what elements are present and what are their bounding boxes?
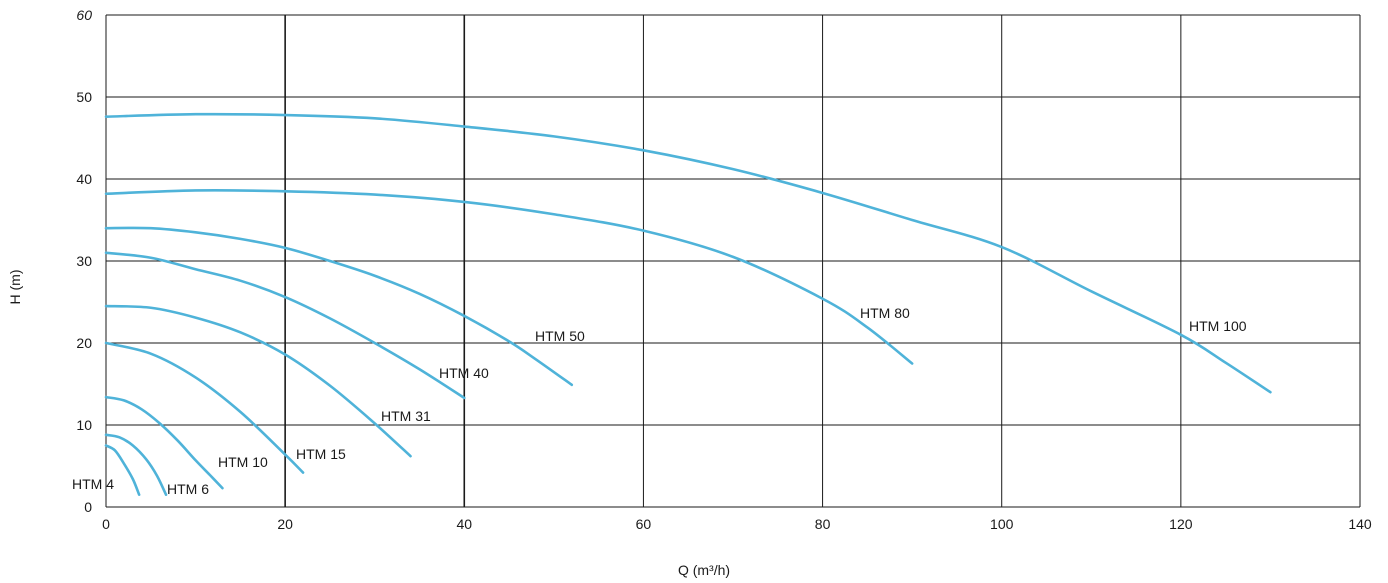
x-axis-ticks: 0 20 40 60 80 100 120 140 (102, 516, 1372, 532)
series-label-htm-31: HTM 31 (381, 408, 431, 424)
grid (105, 14, 1361, 508)
series-label-htm-80: HTM 80 (860, 305, 910, 321)
series-label-htm-6: HTM 6 (167, 481, 209, 497)
x-tick-label-80: 80 (815, 516, 831, 532)
x-tick-label-60: 60 (636, 516, 652, 532)
curve-htm-100 (104, 112, 1272, 394)
x-tick-label-100: 100 (990, 516, 1014, 532)
y-tick-label-40: 40 (76, 171, 92, 187)
series-label-htm-50: HTM 50 (535, 328, 585, 344)
series-labels: HTM 4 HTM 6 HTM 10 HTM 15 HTM 31 HTM 40 HTM 50… (72, 305, 1247, 497)
x-tick-label-0: 0 (102, 516, 110, 532)
curve-htm-50 (104, 226, 574, 387)
y-tick-label-30: 30 (76, 253, 92, 269)
y-tick-label-20: 20 (76, 335, 92, 351)
curve-htm-31 (104, 304, 412, 458)
curve-htm-40 (104, 251, 466, 400)
y-axis-label: H (m) (7, 270, 23, 305)
curve-htm-80 (104, 189, 914, 365)
series-label-htm-10: HTM 10 (218, 454, 268, 470)
y-tick-label-60: 60 (76, 7, 92, 23)
x-axis-label: Q (m³/h) (678, 562, 730, 578)
x-tick-label-20: 20 (277, 516, 293, 532)
curve-htm-6 (104, 433, 168, 496)
x-tick-label-120: 120 (1169, 516, 1193, 532)
x-tick-label-140: 140 (1348, 516, 1372, 532)
curve-htm-15 (104, 341, 305, 474)
curves (104, 112, 1272, 496)
y-tick-label-0: 0 (84, 499, 92, 515)
series-label-htm-4: HTM 4 (72, 476, 114, 492)
y-axis-ticks: 0 10 20 30 40 50 60 (76, 7, 92, 515)
y-tick-label-50: 50 (76, 89, 92, 105)
series-label-htm-100: HTM 100 (1189, 318, 1247, 334)
curve-htm-10 (104, 395, 224, 490)
x-tick-label-40: 40 (456, 516, 472, 532)
series-label-htm-15: HTM 15 (296, 446, 346, 462)
series-label-htm-40: HTM 40 (439, 365, 489, 381)
y-tick-label-10: 10 (76, 417, 92, 433)
curve-htm-4 (104, 444, 141, 496)
